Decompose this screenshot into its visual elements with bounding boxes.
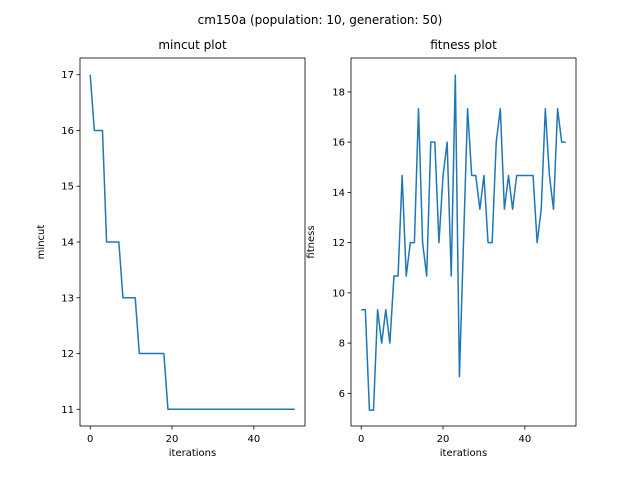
fitness-ytick-label: 18 — [332, 87, 345, 98]
fitness-xtick-label: 40 — [518, 434, 531, 445]
mincut-ytick-label: 11 — [61, 405, 74, 416]
fitness-plot-title: fitness plot — [430, 38, 497, 52]
mincut-panel: 0 20 40 11 12 13 14 15 16 17 mincut plot iterations… — [36, 38, 306, 459]
mincut-ytick-label: 12 — [61, 349, 74, 360]
mincut-xtick-label: 40 — [247, 434, 260, 445]
mincut-xtick-label: 20 — [166, 434, 179, 445]
fitness-ytick-label: 14 — [332, 188, 345, 199]
fitness-xtick-label: 20 — [437, 434, 450, 445]
mincut-series-line — [89, 74, 295, 411]
mincut-ytick-label: 16 — [61, 126, 74, 137]
fitness-x-axis-label: iterations — [440, 448, 487, 459]
figure-suptitle: cm150a (population: 10, generation: 50) — [198, 13, 443, 27]
fitness-panel: 0 20 40 6 8 10 12 14 16 18 fitness plot iterations f… — [306, 38, 577, 459]
mincut-ytick-label: 15 — [61, 182, 74, 193]
mincut-ytick-label: 13 — [61, 293, 74, 304]
mincut-y-axis-label: mincut — [36, 225, 47, 260]
mincut-x-axis-label: iterations — [169, 448, 216, 459]
fitness-ytick-label: 16 — [332, 138, 345, 149]
mincut-ytick-label: 17 — [61, 70, 74, 81]
fitness-xtick-label: 0 — [358, 434, 364, 445]
fitness-ytick-label: 8 — [339, 339, 345, 350]
mincut-ytick-label: 14 — [61, 238, 74, 249]
subplots: 0 20 40 11 12 13 14 15 16 17 mincut plot iterations… — [36, 38, 577, 459]
fitness-series-line — [361, 74, 566, 411]
fitness-axes-frame — [350, 57, 577, 427]
mincut-xtick-label: 0 — [87, 434, 93, 445]
fitness-y-axis-label: fitness — [306, 225, 317, 258]
fitness-ytick-label: 10 — [332, 288, 345, 299]
fitness-ytick-label: 6 — [339, 389, 345, 400]
mincut-plot-title: mincut plot — [158, 38, 227, 52]
fitness-ytick-label: 12 — [332, 238, 345, 249]
